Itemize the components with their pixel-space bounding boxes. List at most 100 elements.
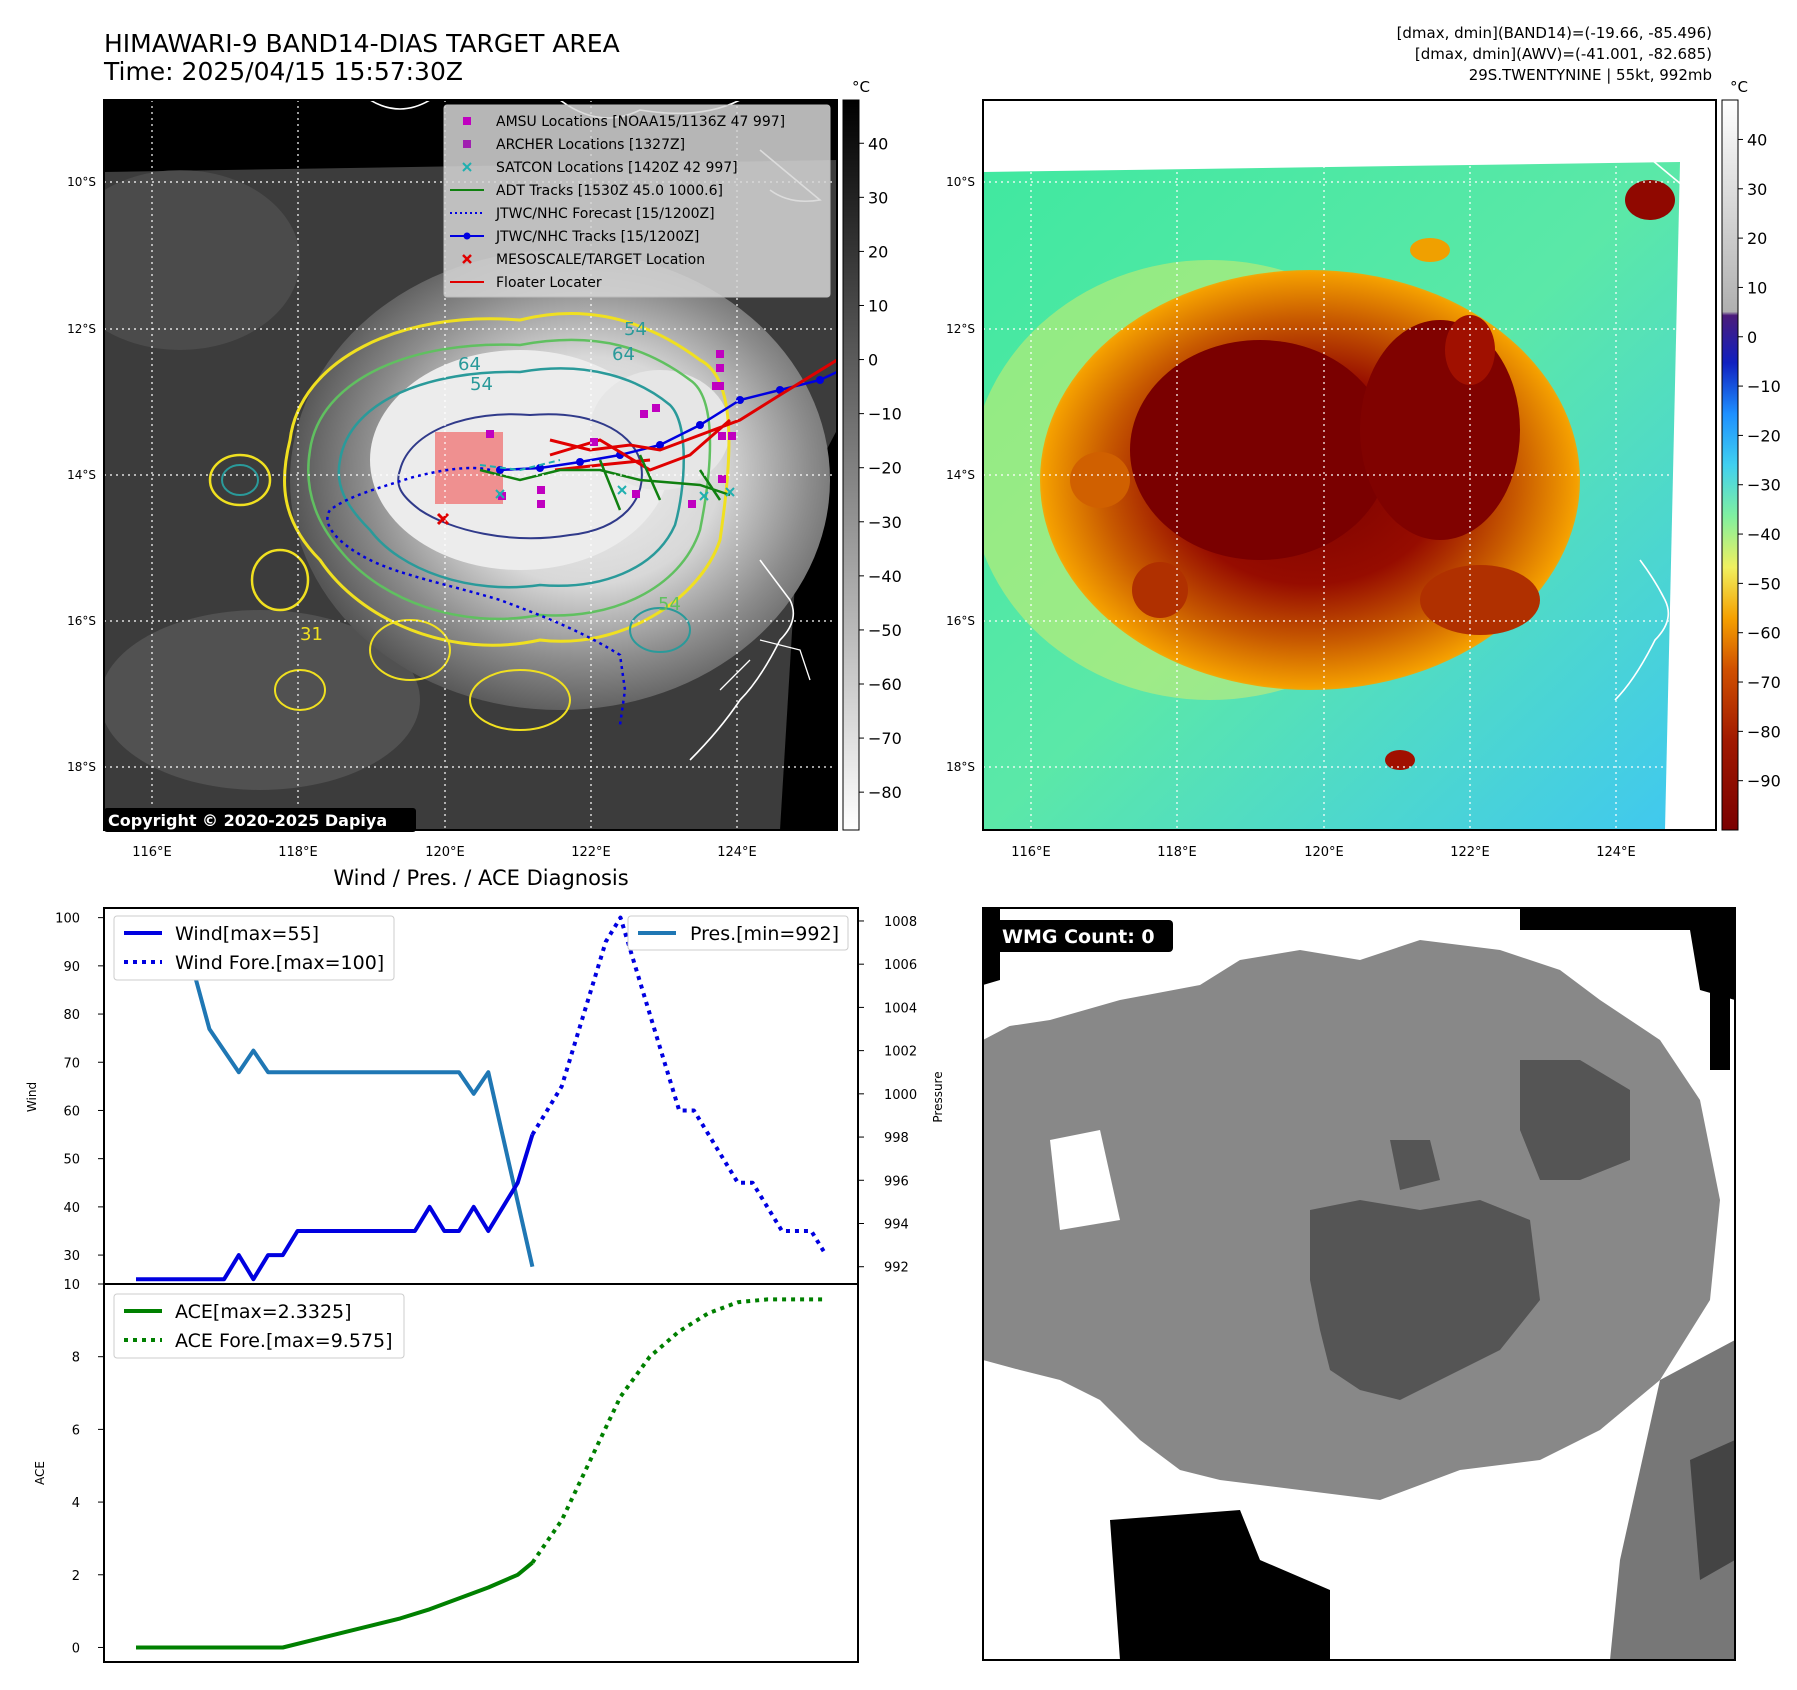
ace-tick-label: 4 bbox=[72, 1496, 80, 1511]
wind-tick-label: 70 bbox=[63, 1056, 80, 1071]
colorbar-tick-label: 0 bbox=[1747, 328, 1757, 347]
ir-map-panel: 64 54 54 64 54 31 bbox=[67, 99, 838, 860]
lon-tick: 122°E bbox=[1450, 845, 1490, 860]
lat-tick: 14°S bbox=[67, 468, 96, 482]
lon-tick: 120°E bbox=[425, 845, 465, 860]
wind-tick-label: 90 bbox=[63, 960, 80, 975]
pressure-legend: Pres.[min=992] bbox=[627, 915, 849, 951]
wind-tick-label: 60 bbox=[63, 1104, 80, 1119]
lon-tick: 124°E bbox=[717, 845, 757, 860]
colorbar-tick-label: 30 bbox=[1747, 180, 1767, 199]
wind-tick-label: 80 bbox=[63, 1008, 80, 1023]
pressure-tick-label: 996 bbox=[884, 1174, 909, 1189]
colorbar-tick-label: −30 bbox=[1747, 476, 1781, 495]
colorbar-tick-label: 0 bbox=[868, 351, 878, 370]
color-ir-map-panel: 10°S 12°S 14°S 16°S 18°S 116°E 118°E 120… bbox=[946, 99, 1717, 860]
lon-tick: 124°E bbox=[1596, 845, 1636, 860]
pressure-tick-label: 1002 bbox=[884, 1045, 917, 1060]
legend-archer-marker bbox=[463, 140, 471, 148]
lon-tick: 116°E bbox=[132, 845, 172, 860]
pressure-tick-label: 1004 bbox=[884, 1001, 917, 1016]
colorbar-tick-label: 20 bbox=[868, 242, 888, 261]
stat-awv: [dmax, dmin](AWV)=(-41.001, -82.685) bbox=[1415, 45, 1712, 63]
legend-target-marker bbox=[462, 254, 472, 264]
colorbar-tick-label: −70 bbox=[1747, 673, 1781, 692]
color-colorbar: °C 40 30 20 10 0 −10 −20 −30 −40 −50 −60 −70 −80 −90 bbox=[1721, 78, 1781, 831]
colorbar-tick-label: −10 bbox=[868, 405, 902, 424]
legend-wind: Wind[max=55] bbox=[175, 923, 319, 945]
colorbar-tick-label: −80 bbox=[1747, 722, 1781, 741]
lat-ticks: 10°S 12°S 14°S 16°S 18°S bbox=[67, 175, 96, 774]
colorbar-tick-label: 10 bbox=[1747, 278, 1767, 297]
legend-archer: ARCHER Locations [1327Z] bbox=[496, 137, 685, 153]
contour-label: 64 bbox=[612, 344, 635, 365]
colorbar-tick-label: −90 bbox=[1747, 772, 1781, 791]
lon-tick: 116°E bbox=[1011, 845, 1051, 860]
pressure-tick-label: 1008 bbox=[884, 915, 917, 930]
contour-label: 54 bbox=[658, 594, 681, 615]
ace-forecast-series bbox=[530, 1297, 826, 1564]
colorbar-tick-label: −60 bbox=[868, 675, 902, 694]
legend-satcon: SATCON Locations [1420Z 42 997] bbox=[496, 160, 738, 176]
copyright: Copyright © 2020-2025 Dapiya bbox=[108, 811, 387, 830]
wmg-count: WMG Count: 0 bbox=[1002, 926, 1155, 948]
stat-band14: [dmax, dmin](BAND14)=(-19.66, -85.496) bbox=[1397, 24, 1712, 42]
lat-ticks-right: 10°S 12°S 14°S 16°S 18°S bbox=[946, 175, 975, 774]
wind-series bbox=[136, 1134, 535, 1282]
colorbar-tick-label: −20 bbox=[1747, 426, 1781, 445]
colorbar-tick-label: 40 bbox=[868, 134, 888, 153]
colorbar-tick-label: −80 bbox=[868, 783, 902, 802]
lon-tick: 118°E bbox=[1157, 845, 1197, 860]
lat-tick: 14°S bbox=[946, 468, 975, 482]
colorbar-tick-label: 20 bbox=[1747, 229, 1767, 248]
colorbar-tick-label: −60 bbox=[1747, 624, 1781, 643]
legend-jtwc: JTWC/NHC Tracks [15/1200Z] bbox=[495, 229, 699, 245]
lat-tick: 16°S bbox=[67, 614, 96, 628]
colorbar-tick-label: 30 bbox=[868, 188, 888, 207]
legend-amsu: AMSU Locations [NOAA15/1136Z 47 997] bbox=[496, 114, 785, 130]
wind-tick-label: 50 bbox=[63, 1153, 80, 1168]
contour-label: 54 bbox=[624, 319, 647, 340]
legend-floater: Floater Locater bbox=[496, 275, 602, 291]
colorbar-tick-label: −30 bbox=[868, 513, 902, 532]
ace-series bbox=[136, 1561, 534, 1650]
lon-tick: 120°E bbox=[1304, 845, 1344, 860]
contour-label: 54 bbox=[470, 374, 493, 395]
ace-legend: ACE[max=2.3325] ACE Fore.[max=9.575] bbox=[113, 1293, 405, 1359]
lat-tick: 16°S bbox=[946, 614, 975, 628]
gray-colorbar: °C 40 30 20 10 0 −10 −20 −30 −40 −50 −60 −70 −80 bbox=[842, 78, 902, 831]
wind-legend: Wind[max=55] Wind Fore.[max=100] bbox=[113, 915, 395, 981]
lat-tick: 12°S bbox=[67, 322, 96, 336]
colorbar-tick-label: −40 bbox=[868, 567, 902, 586]
colorbar-tick-label: −20 bbox=[868, 459, 902, 478]
lon-ticks-right: 116°E 118°E 120°E 122°E 124°E bbox=[1011, 845, 1636, 860]
lon-ticks: 116°E 118°E 120°E 122°E 124°E bbox=[132, 845, 757, 860]
wind-tick-label: 40 bbox=[63, 1201, 80, 1216]
contour-labels: 64 54 54 64 54 31 bbox=[300, 319, 681, 645]
lat-tick: 10°S bbox=[67, 175, 96, 189]
colorbar-tick-label: −10 bbox=[1747, 377, 1781, 396]
colorbar-tick-label: 10 bbox=[868, 296, 888, 315]
ace-tick-label: 0 bbox=[72, 1641, 80, 1656]
ace-tick-label: 8 bbox=[72, 1351, 80, 1366]
ace-tick-label: 6 bbox=[72, 1423, 80, 1438]
figure-time: Time: 2025/04/15 15:57:30Z bbox=[103, 57, 463, 86]
contour-label: 31 bbox=[300, 624, 323, 645]
chart-title: Wind / Pres. / ACE Diagnosis bbox=[333, 866, 628, 890]
wind-tick-label: 30 bbox=[63, 1249, 80, 1264]
pressure-axis-label: Pressure bbox=[931, 1071, 945, 1122]
lat-tick: 12°S bbox=[946, 322, 975, 336]
pressure-tick-label: 998 bbox=[884, 1131, 909, 1146]
pressure-tick-label: 1000 bbox=[884, 1088, 917, 1103]
pressure-tick-label: 1006 bbox=[884, 958, 917, 973]
map-legend: AMSU Locations [NOAA15/1136Z 47 997] ARC… bbox=[443, 104, 831, 298]
pressure-tick-label: 994 bbox=[884, 1217, 909, 1232]
wmg-panel: WMG Count: 0 bbox=[982, 907, 1736, 1661]
lat-tick: 18°S bbox=[67, 760, 96, 774]
legend-pressure: Pres.[min=992] bbox=[690, 923, 839, 945]
legend-amsu-marker bbox=[463, 117, 471, 125]
figure-title: HIMAWARI-9 BAND14-DIAS TARGET AREA bbox=[104, 29, 620, 58]
pressure-tick-label: 992 bbox=[884, 1261, 909, 1276]
colorbar-tick-label: −50 bbox=[868, 621, 902, 640]
